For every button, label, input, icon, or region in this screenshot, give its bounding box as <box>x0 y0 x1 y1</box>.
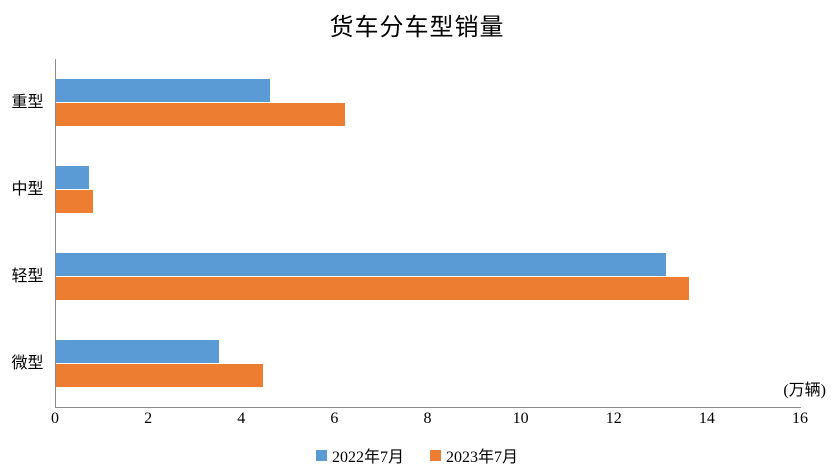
x-axis-tick-label: 8 <box>423 410 432 427</box>
y-axis-label: 中型 <box>11 181 44 198</box>
axis-unit-label: (万辆) <box>783 382 826 399</box>
legend: 2022年7月 2023年7月 <box>0 443 834 467</box>
legend-label: 2023年7月 <box>446 449 519 466</box>
bar-series-1 <box>56 103 345 126</box>
bar-series-0 <box>56 79 271 102</box>
x-axis-tick-label: 12 <box>605 410 622 427</box>
legend-item-series-0: 2022年7月 <box>315 443 404 467</box>
bar-series-0 <box>56 166 89 189</box>
legend-swatch-icon <box>430 449 441 461</box>
plot-area <box>55 59 801 408</box>
legend-item-series-1: 2023年7月 <box>430 443 518 467</box>
bar-series-1 <box>56 364 264 387</box>
chart-title: 货车分车型销量 <box>329 15 505 41</box>
category-band <box>56 146 801 233</box>
bar-series-1 <box>56 277 690 300</box>
x-axis-tick-label: 16 <box>792 410 808 427</box>
legend-label: 2022年7月 <box>331 449 404 466</box>
legend-swatch-icon <box>315 449 327 461</box>
bar-series-1 <box>56 190 94 213</box>
y-axis-label: 轻型 <box>11 268 44 285</box>
x-axis-tick-label: 0 <box>51 410 59 427</box>
category-band <box>56 233 801 320</box>
x-axis-tick-label: 2 <box>144 410 153 427</box>
x-axis-tick-label: 6 <box>330 410 339 427</box>
y-axis-label: 微型 <box>11 355 44 372</box>
category-band <box>56 320 801 407</box>
y-axis-label: 重型 <box>11 94 44 111</box>
x-axis-tick-label: 10 <box>512 410 529 427</box>
x-axis-tick-label: 4 <box>237 410 246 427</box>
category-band <box>56 59 801 146</box>
x-axis-tick-label: 14 <box>698 410 715 427</box>
bar-series-0 <box>56 340 219 363</box>
bar-series-0 <box>56 253 666 276</box>
